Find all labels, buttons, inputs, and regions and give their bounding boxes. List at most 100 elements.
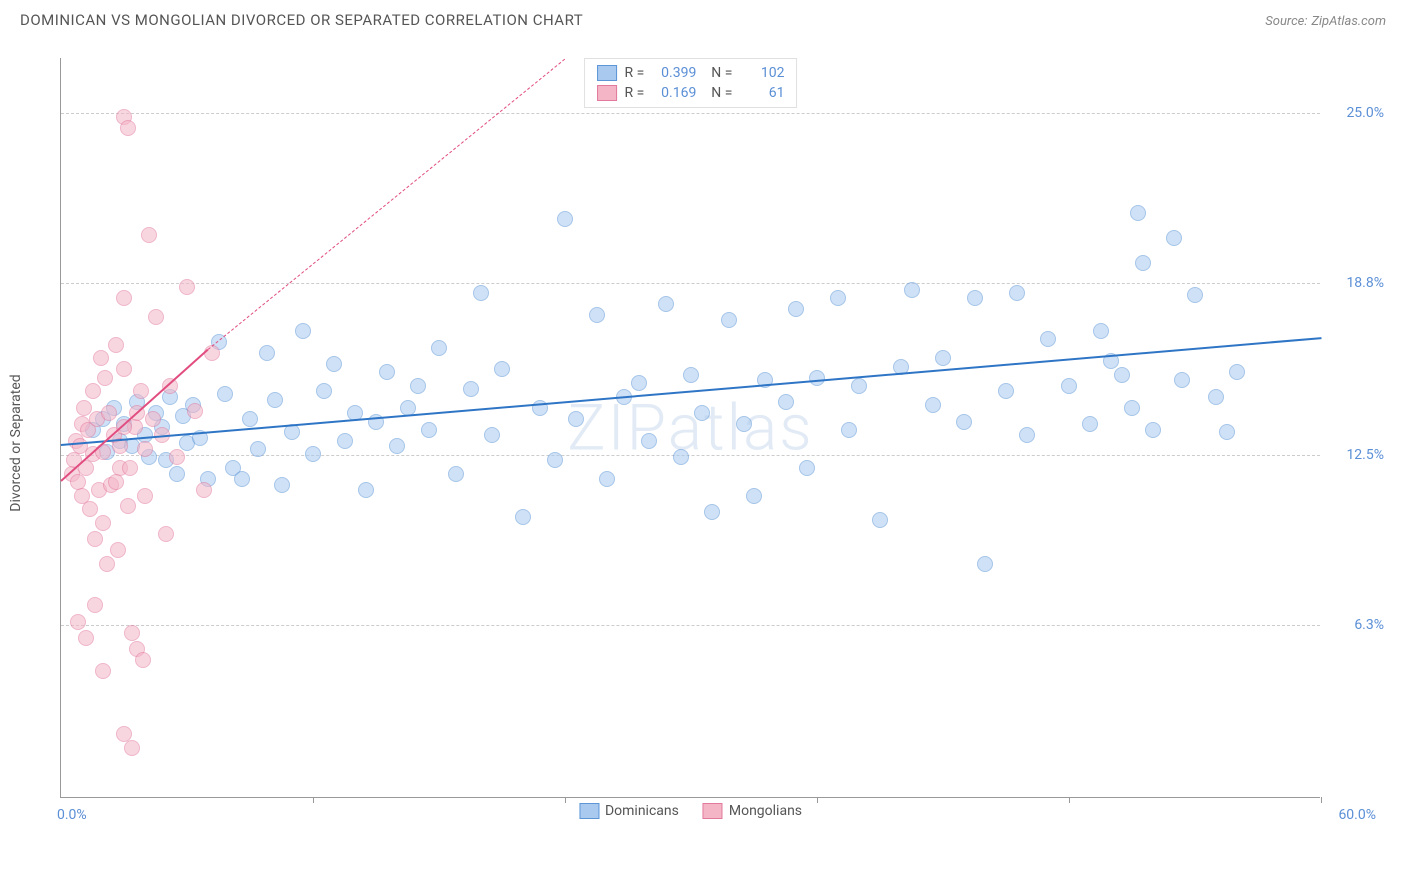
data-point-dominicans (234, 471, 250, 487)
data-point-dominicans (673, 449, 689, 465)
data-point-mongolians (97, 370, 113, 386)
data-point-dominicans (956, 414, 972, 430)
data-point-dominicans (259, 345, 275, 361)
data-point-dominicans (316, 383, 332, 399)
data-point-mongolians (70, 614, 86, 630)
r-label: R = (625, 65, 645, 81)
data-point-dominicans (1145, 422, 1161, 438)
data-point-dominicans (448, 466, 464, 482)
data-point-dominicans (967, 290, 983, 306)
data-point-dominicans (1208, 389, 1224, 405)
chart-title: DOMINICAN VS MONGOLIAN DIVORCED OR SEPAR… (20, 11, 583, 29)
data-point-dominicans (295, 323, 311, 339)
correlation-legend: R =0.399 N =102R =0.169 N =61 (584, 58, 798, 108)
xtick (817, 797, 818, 803)
xtick (1321, 797, 1322, 803)
data-point-dominicans (1040, 331, 1056, 347)
data-point-dominicans (977, 556, 993, 572)
data-point-dominicans (694, 405, 710, 421)
data-point-mongolians (116, 361, 132, 377)
data-point-dominicans (721, 312, 737, 328)
data-point-mongolians (78, 630, 94, 646)
legend-label: Mongolians (729, 803, 802, 819)
data-point-dominicans (1082, 416, 1098, 432)
data-point-mongolians (169, 449, 185, 465)
ytick-label: 6.3% (1328, 617, 1384, 633)
data-point-dominicans (658, 296, 674, 312)
n-label: N = (704, 65, 732, 81)
data-point-mongolians (108, 474, 124, 490)
data-point-mongolians (179, 279, 195, 295)
data-point-mongolians (122, 460, 138, 476)
data-point-dominicans (1135, 255, 1151, 271)
data-point-dominicans (1174, 372, 1190, 388)
ytick-label: 18.8% (1328, 275, 1384, 291)
r-value: 0.169 (652, 85, 696, 101)
source-name: ZipAtlas.com (1311, 14, 1386, 29)
data-point-mongolians (141, 227, 157, 243)
data-point-mongolians (145, 411, 161, 427)
data-point-mongolians (93, 350, 109, 366)
r-label: R = (625, 85, 645, 101)
legend-label: Dominicans (605, 803, 679, 819)
data-point-dominicans (1130, 205, 1146, 221)
legend-row-dominicans: R =0.399 N =102 (597, 63, 785, 83)
data-point-dominicans (274, 477, 290, 493)
data-point-dominicans (904, 282, 920, 298)
data-point-dominicans (872, 512, 888, 528)
data-point-dominicans (1166, 230, 1182, 246)
data-point-dominicans (267, 392, 283, 408)
gridline (61, 283, 1320, 284)
data-point-mongolians (148, 309, 164, 325)
data-point-mongolians (158, 526, 174, 542)
data-point-dominicans (410, 378, 426, 394)
data-point-dominicans (1187, 287, 1203, 303)
data-point-dominicans (736, 416, 752, 432)
data-point-dominicans (1093, 323, 1109, 339)
data-point-mongolians (120, 120, 136, 136)
data-point-dominicans (1019, 427, 1035, 443)
data-point-dominicans (557, 211, 573, 227)
data-point-dominicans (1229, 364, 1245, 380)
data-point-dominicans (169, 466, 185, 482)
data-point-mongolians (137, 441, 153, 457)
data-point-mongolians (82, 501, 98, 517)
data-point-dominicans (494, 361, 510, 377)
data-point-mongolians (133, 383, 149, 399)
data-point-mongolians (87, 531, 103, 547)
data-point-dominicans (809, 370, 825, 386)
data-point-dominicans (704, 504, 720, 520)
data-point-dominicans (473, 285, 489, 301)
data-point-mongolians (101, 405, 117, 421)
legend-item-dominicans: Dominicans (579, 803, 679, 819)
legend-item-mongolians: Mongolians (703, 803, 802, 819)
data-point-dominicans (851, 378, 867, 394)
yaxis-title: Divorced or Separated (8, 374, 24, 511)
gridline (61, 113, 1320, 114)
data-point-mongolians (99, 556, 115, 572)
r-value: 0.399 (652, 65, 696, 81)
data-point-mongolians (116, 290, 132, 306)
data-point-dominicans (463, 381, 479, 397)
xtick (313, 797, 314, 803)
data-point-dominicans (683, 367, 699, 383)
data-point-mongolians (187, 403, 203, 419)
data-point-dominicans (1009, 285, 1025, 301)
data-point-mongolians (124, 625, 140, 641)
data-point-dominicans (1124, 400, 1140, 416)
data-point-mongolians (196, 482, 212, 498)
xtick (565, 797, 566, 803)
data-point-dominicans (778, 394, 794, 410)
data-point-dominicans (935, 350, 951, 366)
data-point-dominicans (589, 307, 605, 323)
data-point-dominicans (599, 471, 615, 487)
data-point-dominicans (484, 427, 500, 443)
data-point-dominicans (337, 433, 353, 449)
data-point-mongolians (95, 515, 111, 531)
plot-area: ZIPatlas 6.3%12.5%18.8%25.0%0.0%60.0%R =… (60, 58, 1320, 798)
data-point-dominicans (305, 446, 321, 462)
gridline (61, 455, 1320, 456)
n-label: N = (704, 85, 732, 101)
data-point-dominicans (379, 364, 395, 380)
data-point-dominicans (358, 482, 374, 498)
